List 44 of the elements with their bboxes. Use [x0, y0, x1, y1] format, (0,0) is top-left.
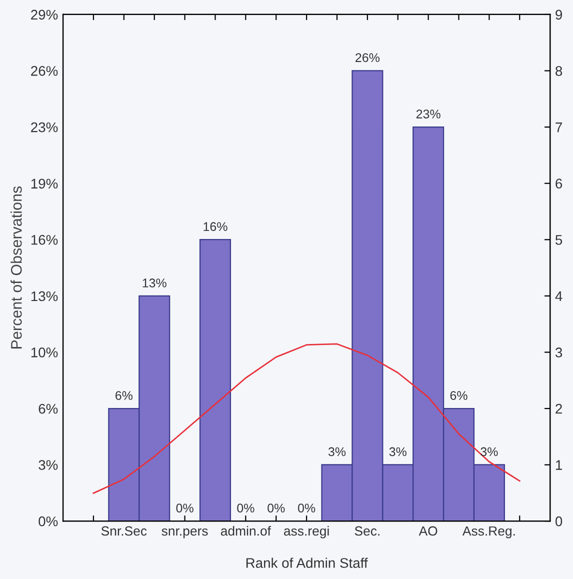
- y2-tick-label: 2: [556, 404, 562, 414]
- y-tick-label: 13%: [31, 291, 58, 302]
- y-tick-label: 16%: [31, 234, 58, 245]
- y-tick-label: 6%: [38, 404, 58, 414]
- line-series: [92, 343, 520, 494]
- x-tick-label: Snr.Sec: [101, 526, 147, 536]
- y-tick-label: 10%: [31, 348, 58, 358]
- data-label: 3%: [480, 447, 498, 456]
- data-label: 0%: [268, 504, 285, 513]
- data-label: 0%: [176, 504, 194, 513]
- y2-tick-label: 0: [555, 516, 562, 526]
- y-axis-title: Percent of Observations: [10, 186, 22, 348]
- y-tick-label: 3%: [38, 460, 58, 470]
- data-label: 6%: [450, 391, 468, 400]
- y2-tick-label: 3: [555, 348, 562, 358]
- x-tick-label: ass.regi: [284, 526, 329, 538]
- y-tick-label: 19%: [31, 178, 58, 189]
- x-tick-label: AO: [418, 526, 438, 536]
- data-label: 16%: [204, 222, 228, 232]
- y-tick-label: 26%: [31, 66, 58, 76]
- y-tick-label: 29%: [31, 10, 58, 20]
- x-tick-label: admin.of: [220, 526, 271, 536]
- data-label: 23%: [416, 110, 440, 118]
- y-tick-label: 23%: [31, 122, 58, 132]
- x-tick-label: Ass.Reg.: [462, 526, 515, 538]
- y2-tick-label: 6: [556, 178, 562, 189]
- y2-tick-label: 8: [556, 66, 562, 76]
- data-label: 0%: [237, 504, 254, 513]
- data-label: 26%: [356, 53, 380, 62]
- x-axis-title: Rank of Admin Staff: [246, 558, 368, 568]
- data-label: 3%: [328, 447, 346, 456]
- x-tick-label: snr.pers: [162, 528, 208, 538]
- data-label: 6%: [116, 391, 132, 400]
- data-label: 13%: [142, 278, 166, 288]
- y-tick-label: 0%: [38, 516, 58, 526]
- data-label: 3%: [389, 447, 406, 456]
- y2-tick-label: 4: [555, 291, 562, 301]
- y2-tick-label: 7: [556, 122, 562, 132]
- y2-tick-label: 1: [556, 460, 562, 470]
- x-tick-label: Sec.: [354, 526, 380, 536]
- y2-tick-label: 5: [555, 235, 562, 245]
- y2-tick-label: 9: [556, 10, 562, 20]
- bar: [199, 239, 232, 522]
- data-label: 0%: [298, 504, 316, 513]
